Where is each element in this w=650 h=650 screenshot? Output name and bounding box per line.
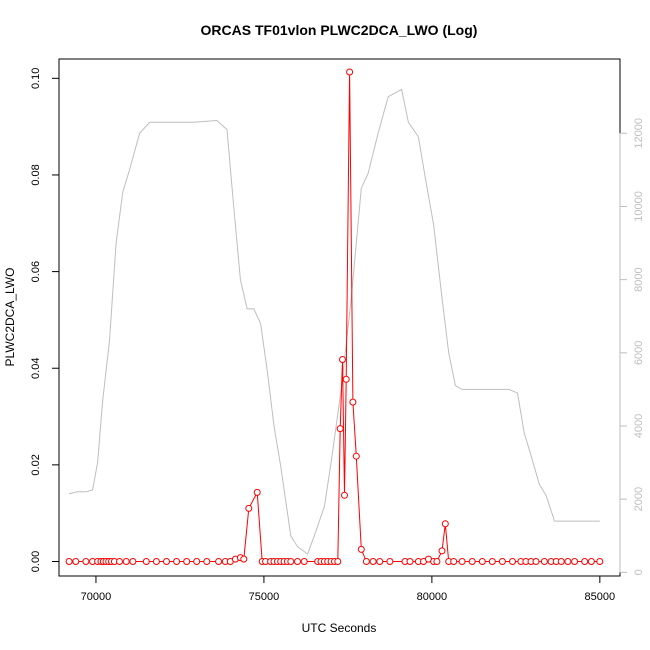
plot-frame bbox=[58, 58, 621, 577]
data-point bbox=[346, 68, 354, 76]
data-point bbox=[173, 558, 181, 565]
y2-tick-label: 4000 bbox=[633, 414, 645, 438]
y-tick-label: 0.08 bbox=[30, 164, 42, 185]
data-point bbox=[163, 558, 170, 565]
data-point bbox=[65, 558, 73, 565]
y-tick-label: 0.04 bbox=[30, 358, 42, 379]
data-point bbox=[509, 558, 516, 565]
x-axis: 70000 75000 80000 85000 bbox=[81, 575, 616, 603]
data-point bbox=[342, 375, 350, 383]
y2-tick-label: 8000 bbox=[633, 267, 645, 291]
data-point bbox=[488, 558, 496, 565]
data-point bbox=[215, 558, 223, 565]
y-axis-label: PLWC2DCA_LWO bbox=[3, 268, 17, 367]
data-point bbox=[557, 558, 565, 565]
data-point bbox=[183, 558, 191, 565]
data-point bbox=[240, 555, 248, 563]
data-point bbox=[581, 558, 589, 565]
series-line-right bbox=[68, 88, 600, 555]
y-axis-left: 0.00 0.02 0.04 0.06 0.08 0.10 bbox=[30, 68, 60, 572]
x-axis-label: UTC Seconds bbox=[302, 621, 377, 635]
data-point bbox=[468, 558, 476, 565]
data-point bbox=[458, 558, 466, 565]
data-point bbox=[253, 488, 261, 496]
data-point bbox=[82, 558, 90, 565]
data-point bbox=[596, 558, 604, 565]
data-point bbox=[433, 558, 441, 565]
data-point bbox=[116, 558, 123, 565]
data-point bbox=[571, 558, 579, 565]
y2-tick-label: 12000 bbox=[633, 118, 645, 149]
data-point bbox=[142, 558, 150, 565]
y2-tick-label: 10000 bbox=[633, 191, 645, 222]
data-point bbox=[341, 491, 348, 499]
data-point bbox=[129, 558, 137, 565]
y2-tick-label: 0 bbox=[633, 569, 645, 575]
data-point bbox=[245, 504, 253, 512]
data-point bbox=[587, 558, 595, 565]
data-point bbox=[152, 558, 160, 565]
data-point bbox=[406, 558, 414, 565]
y-axis-right: 0 2000 4000 6000 8000 10000 12000 bbox=[619, 118, 645, 575]
data-point bbox=[352, 452, 360, 460]
y-tick-label: 0.02 bbox=[30, 454, 42, 475]
data-point bbox=[336, 425, 344, 433]
data-point bbox=[362, 558, 370, 565]
data-point bbox=[441, 520, 449, 528]
data-point bbox=[498, 558, 506, 565]
data-point bbox=[478, 558, 486, 565]
data-point bbox=[540, 558, 548, 565]
data-point bbox=[564, 558, 572, 565]
data-point bbox=[294, 558, 301, 565]
data-point bbox=[72, 558, 80, 565]
data-point bbox=[122, 558, 130, 565]
series-left-axis bbox=[65, 68, 604, 565]
data-point bbox=[386, 558, 394, 565]
data-point bbox=[193, 558, 201, 565]
y-tick-label: 0.10 bbox=[30, 68, 42, 89]
data-point bbox=[357, 545, 365, 553]
data-point bbox=[450, 558, 458, 565]
y2-tick-label: 2000 bbox=[633, 487, 645, 511]
series-line-left bbox=[69, 71, 600, 562]
y-tick-label: 0.00 bbox=[30, 551, 42, 572]
series-right-axis bbox=[68, 88, 600, 555]
x-tick-label: 70000 bbox=[81, 591, 112, 603]
y-tick-label: 0.06 bbox=[30, 261, 42, 282]
x-tick-label: 80000 bbox=[417, 591, 448, 603]
data-point bbox=[203, 558, 211, 565]
y2-tick-label: 6000 bbox=[633, 341, 645, 365]
data-point bbox=[300, 558, 308, 565]
data-point bbox=[287, 558, 295, 565]
data-point bbox=[334, 558, 342, 565]
x-tick-label: 85000 bbox=[585, 591, 616, 603]
x-tick-label: 75000 bbox=[249, 591, 280, 603]
data-point bbox=[339, 356, 346, 363]
chart-title: ORCAS TF01vlon PLWC2DCA_LWO (Log) bbox=[201, 22, 478, 38]
data-point bbox=[532, 558, 540, 565]
data-point bbox=[369, 558, 377, 565]
data-point bbox=[349, 398, 357, 406]
data-point bbox=[438, 547, 446, 555]
data-point bbox=[376, 558, 384, 565]
